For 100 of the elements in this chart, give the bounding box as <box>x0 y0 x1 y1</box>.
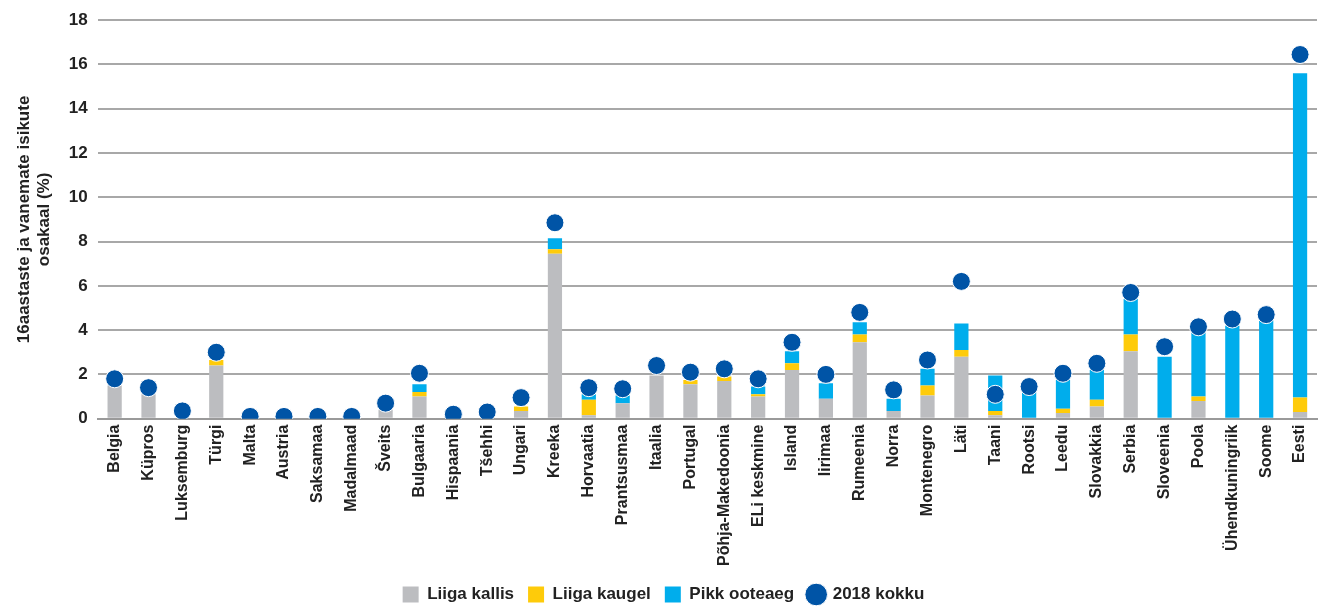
x-tick-label: Malta <box>240 424 258 466</box>
x-tick-label: Šveits <box>375 424 393 472</box>
x-tick-label: Prantsusmaa <box>613 424 631 526</box>
x-tick-label: ELi keskmine <box>748 424 766 527</box>
bar <box>751 394 766 397</box>
point <box>1019 377 1039 397</box>
point <box>139 378 159 398</box>
bar <box>547 249 563 254</box>
point <box>714 359 734 379</box>
y-tick-label: 16 <box>68 54 88 74</box>
point <box>850 302 870 322</box>
bar <box>412 392 427 397</box>
x-tick-label: Kreeka <box>545 424 563 479</box>
x-tick-label: Läti <box>951 424 969 454</box>
x-tick-label: Hispaania <box>443 424 461 501</box>
bar <box>920 368 935 386</box>
point <box>105 369 125 389</box>
point <box>1121 282 1141 302</box>
bar <box>649 375 664 418</box>
point <box>782 332 802 352</box>
point <box>680 362 700 382</box>
x-tick-label: Madalmaad <box>342 424 360 512</box>
y-tick-label: 0 <box>78 408 88 428</box>
x-tick-label: Ühendkuningriik <box>1221 424 1240 551</box>
bar <box>1123 351 1138 418</box>
bar <box>784 363 800 370</box>
bar <box>1225 325 1240 418</box>
legend-label: Liiga kaugel <box>552 584 651 604</box>
point <box>748 369 768 389</box>
bar <box>988 415 1003 418</box>
y-tick-label: 18 <box>68 9 88 29</box>
x-tick-label: Rumeenia <box>850 424 868 502</box>
x-tick-label: Montenegro <box>917 424 935 517</box>
bar <box>412 396 427 418</box>
bar <box>581 399 596 416</box>
bar <box>954 350 969 357</box>
bar <box>818 383 834 399</box>
point <box>1290 45 1310 65</box>
bar <box>513 410 529 418</box>
point <box>376 393 396 413</box>
point <box>985 384 1005 404</box>
x-tick-label: Portugal <box>680 424 698 490</box>
bar <box>615 403 630 418</box>
y-tick-label: 8 <box>78 231 88 251</box>
legend-label: 2018 kokku <box>832 584 925 604</box>
bar <box>818 398 834 418</box>
bar <box>954 323 969 351</box>
point <box>951 271 971 291</box>
y-axis-title: 16aastaste ja vanemate isikute osakaal (%) <box>13 95 54 344</box>
point <box>1222 309 1242 329</box>
bar <box>1191 396 1206 401</box>
bar <box>412 384 427 393</box>
x-tick-label: Belgia <box>105 424 123 473</box>
y-tick-label: 12 <box>68 142 88 162</box>
bar <box>107 385 122 418</box>
bar <box>1055 379 1071 409</box>
bar <box>1292 73 1308 398</box>
point <box>1188 317 1208 337</box>
x-tick-label: Saksamaa <box>308 424 326 503</box>
bar <box>141 394 156 418</box>
point <box>1053 363 1073 383</box>
bar <box>1292 397 1308 413</box>
bar <box>1055 413 1071 418</box>
bar <box>886 410 901 418</box>
bar <box>1157 356 1172 418</box>
bar <box>920 395 935 418</box>
point <box>1256 305 1276 325</box>
x-tick-label: Soome <box>1256 424 1274 478</box>
point <box>613 379 633 399</box>
x-tick-label: Island <box>782 424 800 471</box>
bar <box>954 356 969 418</box>
point <box>545 213 565 233</box>
bar <box>1123 299 1138 335</box>
x-tick-label: Küpros <box>138 424 156 481</box>
bar <box>1292 412 1308 418</box>
point <box>884 380 904 400</box>
x-tick-label: Sloveenia <box>1154 424 1172 500</box>
x-tick-label: Taani <box>985 424 1003 466</box>
bar <box>547 238 563 250</box>
bar <box>1259 320 1274 418</box>
point <box>206 342 226 362</box>
x-tick-label: Itaalia <box>646 424 664 471</box>
x-tick-label: Norra <box>884 424 902 468</box>
y-tick-label: 6 <box>78 275 88 295</box>
bar <box>1191 331 1206 397</box>
bar <box>784 351 800 364</box>
bar <box>1089 406 1104 418</box>
point <box>1155 337 1175 357</box>
bar <box>1123 334 1138 352</box>
x-tick-label: Türgi <box>206 424 224 465</box>
bar <box>1191 400 1206 418</box>
bar <box>920 385 935 396</box>
bar <box>852 322 867 335</box>
x-tick-label: Iirimaa <box>816 424 834 477</box>
point <box>1087 353 1107 373</box>
bar <box>751 396 766 418</box>
x-tick-label: Tšehhi <box>477 424 495 477</box>
x-tick-label: Horvaatia <box>579 424 597 498</box>
bar <box>683 384 698 418</box>
point <box>172 401 192 419</box>
